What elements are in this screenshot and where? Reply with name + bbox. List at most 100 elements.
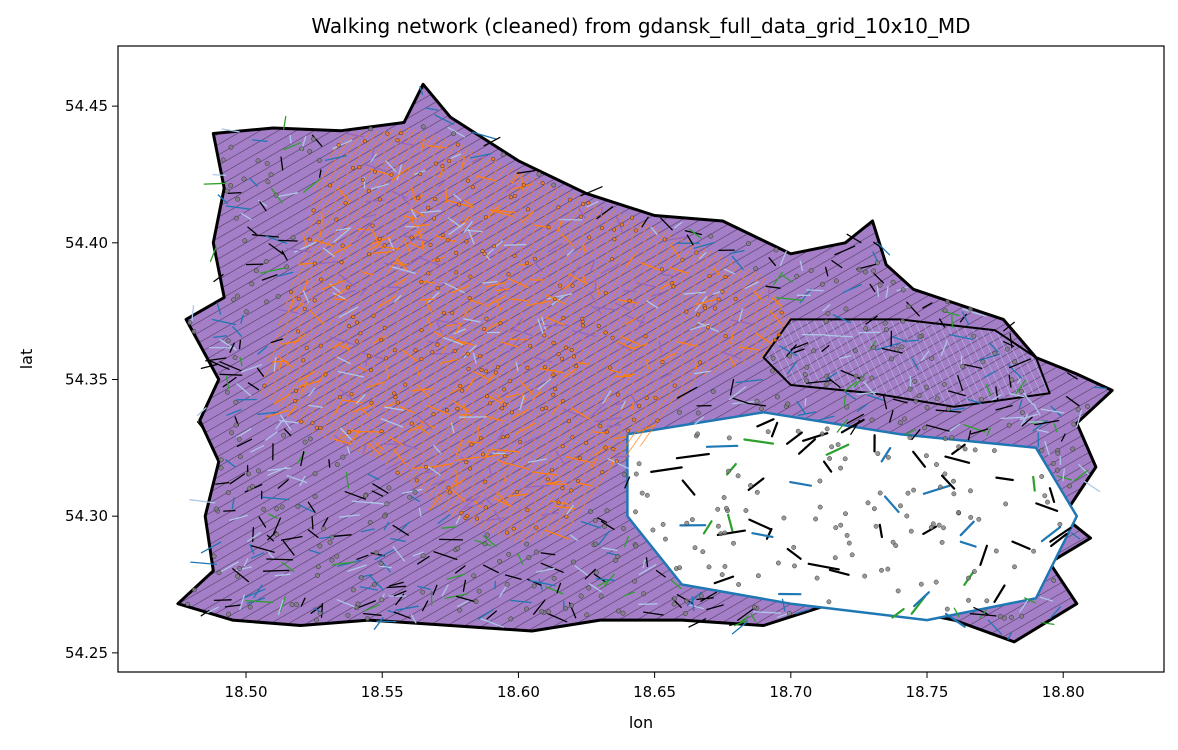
network-edge — [748, 518, 772, 531]
network-node — [879, 567, 884, 573]
network-edge — [683, 291, 706, 295]
network-node — [610, 335, 615, 340]
network-edge — [1053, 423, 1058, 433]
network-edge — [922, 525, 938, 536]
network-edge — [283, 142, 302, 151]
network-edge — [873, 241, 882, 248]
network-edge — [472, 131, 498, 140]
network-node — [592, 518, 598, 523]
network-edge — [300, 597, 306, 607]
network-node — [350, 587, 356, 593]
network-node — [633, 509, 638, 515]
network-edge — [1021, 416, 1033, 427]
network-edge — [338, 306, 359, 318]
network-edge — [565, 504, 574, 516]
network-node — [528, 343, 533, 348]
network-node — [1039, 447, 1045, 453]
network-edge — [257, 411, 279, 415]
network-node — [746, 241, 751, 247]
network-node — [849, 552, 855, 558]
network-edge — [436, 321, 443, 333]
network-edge — [365, 355, 369, 367]
network-node — [479, 436, 484, 441]
x-tick-label: 18.65 — [633, 683, 676, 701]
network-node — [483, 505, 488, 510]
network-node — [611, 447, 616, 452]
network-edge — [345, 472, 350, 489]
network-edge — [846, 233, 862, 244]
network-node — [777, 332, 782, 337]
network-edge — [700, 591, 717, 602]
network-node — [229, 430, 234, 436]
network-nodes — [185, 124, 1091, 623]
network-node — [368, 126, 374, 132]
network-node — [512, 193, 517, 198]
network-edge — [388, 436, 404, 446]
network-node — [315, 564, 321, 570]
network-edge — [622, 373, 636, 376]
network-node — [844, 404, 850, 410]
network-edge — [948, 390, 966, 397]
network-edge — [832, 314, 852, 324]
network-edge — [1065, 396, 1080, 407]
network-node — [237, 454, 243, 460]
network-edge — [1008, 392, 1026, 398]
network-edge — [487, 394, 503, 405]
network-edge — [1040, 408, 1065, 414]
network-node — [364, 616, 370, 621]
network-edge — [985, 383, 992, 396]
network-edge — [278, 359, 284, 371]
network-edge — [568, 273, 589, 285]
network-edge — [1023, 392, 1034, 405]
network-node — [895, 588, 901, 594]
network-edge — [417, 585, 431, 590]
network-node — [580, 323, 585, 328]
network-node — [211, 553, 217, 559]
network-node — [521, 182, 526, 187]
network-edge — [395, 262, 409, 266]
network-node — [545, 477, 550, 482]
network-node — [318, 426, 323, 431]
network-node — [317, 543, 323, 549]
network-edge — [731, 620, 749, 635]
x-tick-label: 18.55 — [361, 683, 404, 701]
network-node — [226, 611, 231, 617]
network-node — [539, 609, 545, 614]
network-node — [466, 366, 471, 371]
network-node — [373, 169, 378, 174]
network-node — [1031, 548, 1037, 554]
network-edge — [744, 281, 759, 289]
network-edge — [533, 260, 543, 273]
network-node — [185, 601, 191, 607]
network-node — [615, 554, 621, 559]
network-edge — [418, 507, 422, 517]
network-edge — [650, 466, 683, 473]
network-edge — [302, 290, 310, 303]
network-node — [475, 516, 480, 521]
network-edge — [351, 500, 376, 504]
network-edge — [731, 255, 744, 271]
network-edge — [532, 390, 543, 400]
network-node — [811, 348, 817, 354]
network-edge — [658, 352, 676, 363]
network-node — [382, 513, 387, 519]
network-edge — [876, 284, 880, 297]
network-edge — [332, 244, 352, 255]
network-node — [923, 384, 929, 390]
network-node — [447, 158, 452, 163]
network-node — [650, 527, 656, 533]
network-node — [710, 389, 716, 394]
network-edge — [912, 591, 931, 608]
network-edge — [729, 621, 742, 627]
network-node — [428, 242, 433, 247]
network-node — [631, 417, 636, 422]
network-node — [865, 500, 871, 506]
network-edge — [504, 462, 530, 470]
network-node — [485, 394, 490, 399]
network-edge — [743, 438, 775, 445]
dense-core — [259, 128, 791, 544]
network-edge — [329, 336, 355, 346]
network-node — [347, 324, 352, 329]
network-node — [660, 522, 666, 527]
network-edge — [352, 404, 375, 413]
